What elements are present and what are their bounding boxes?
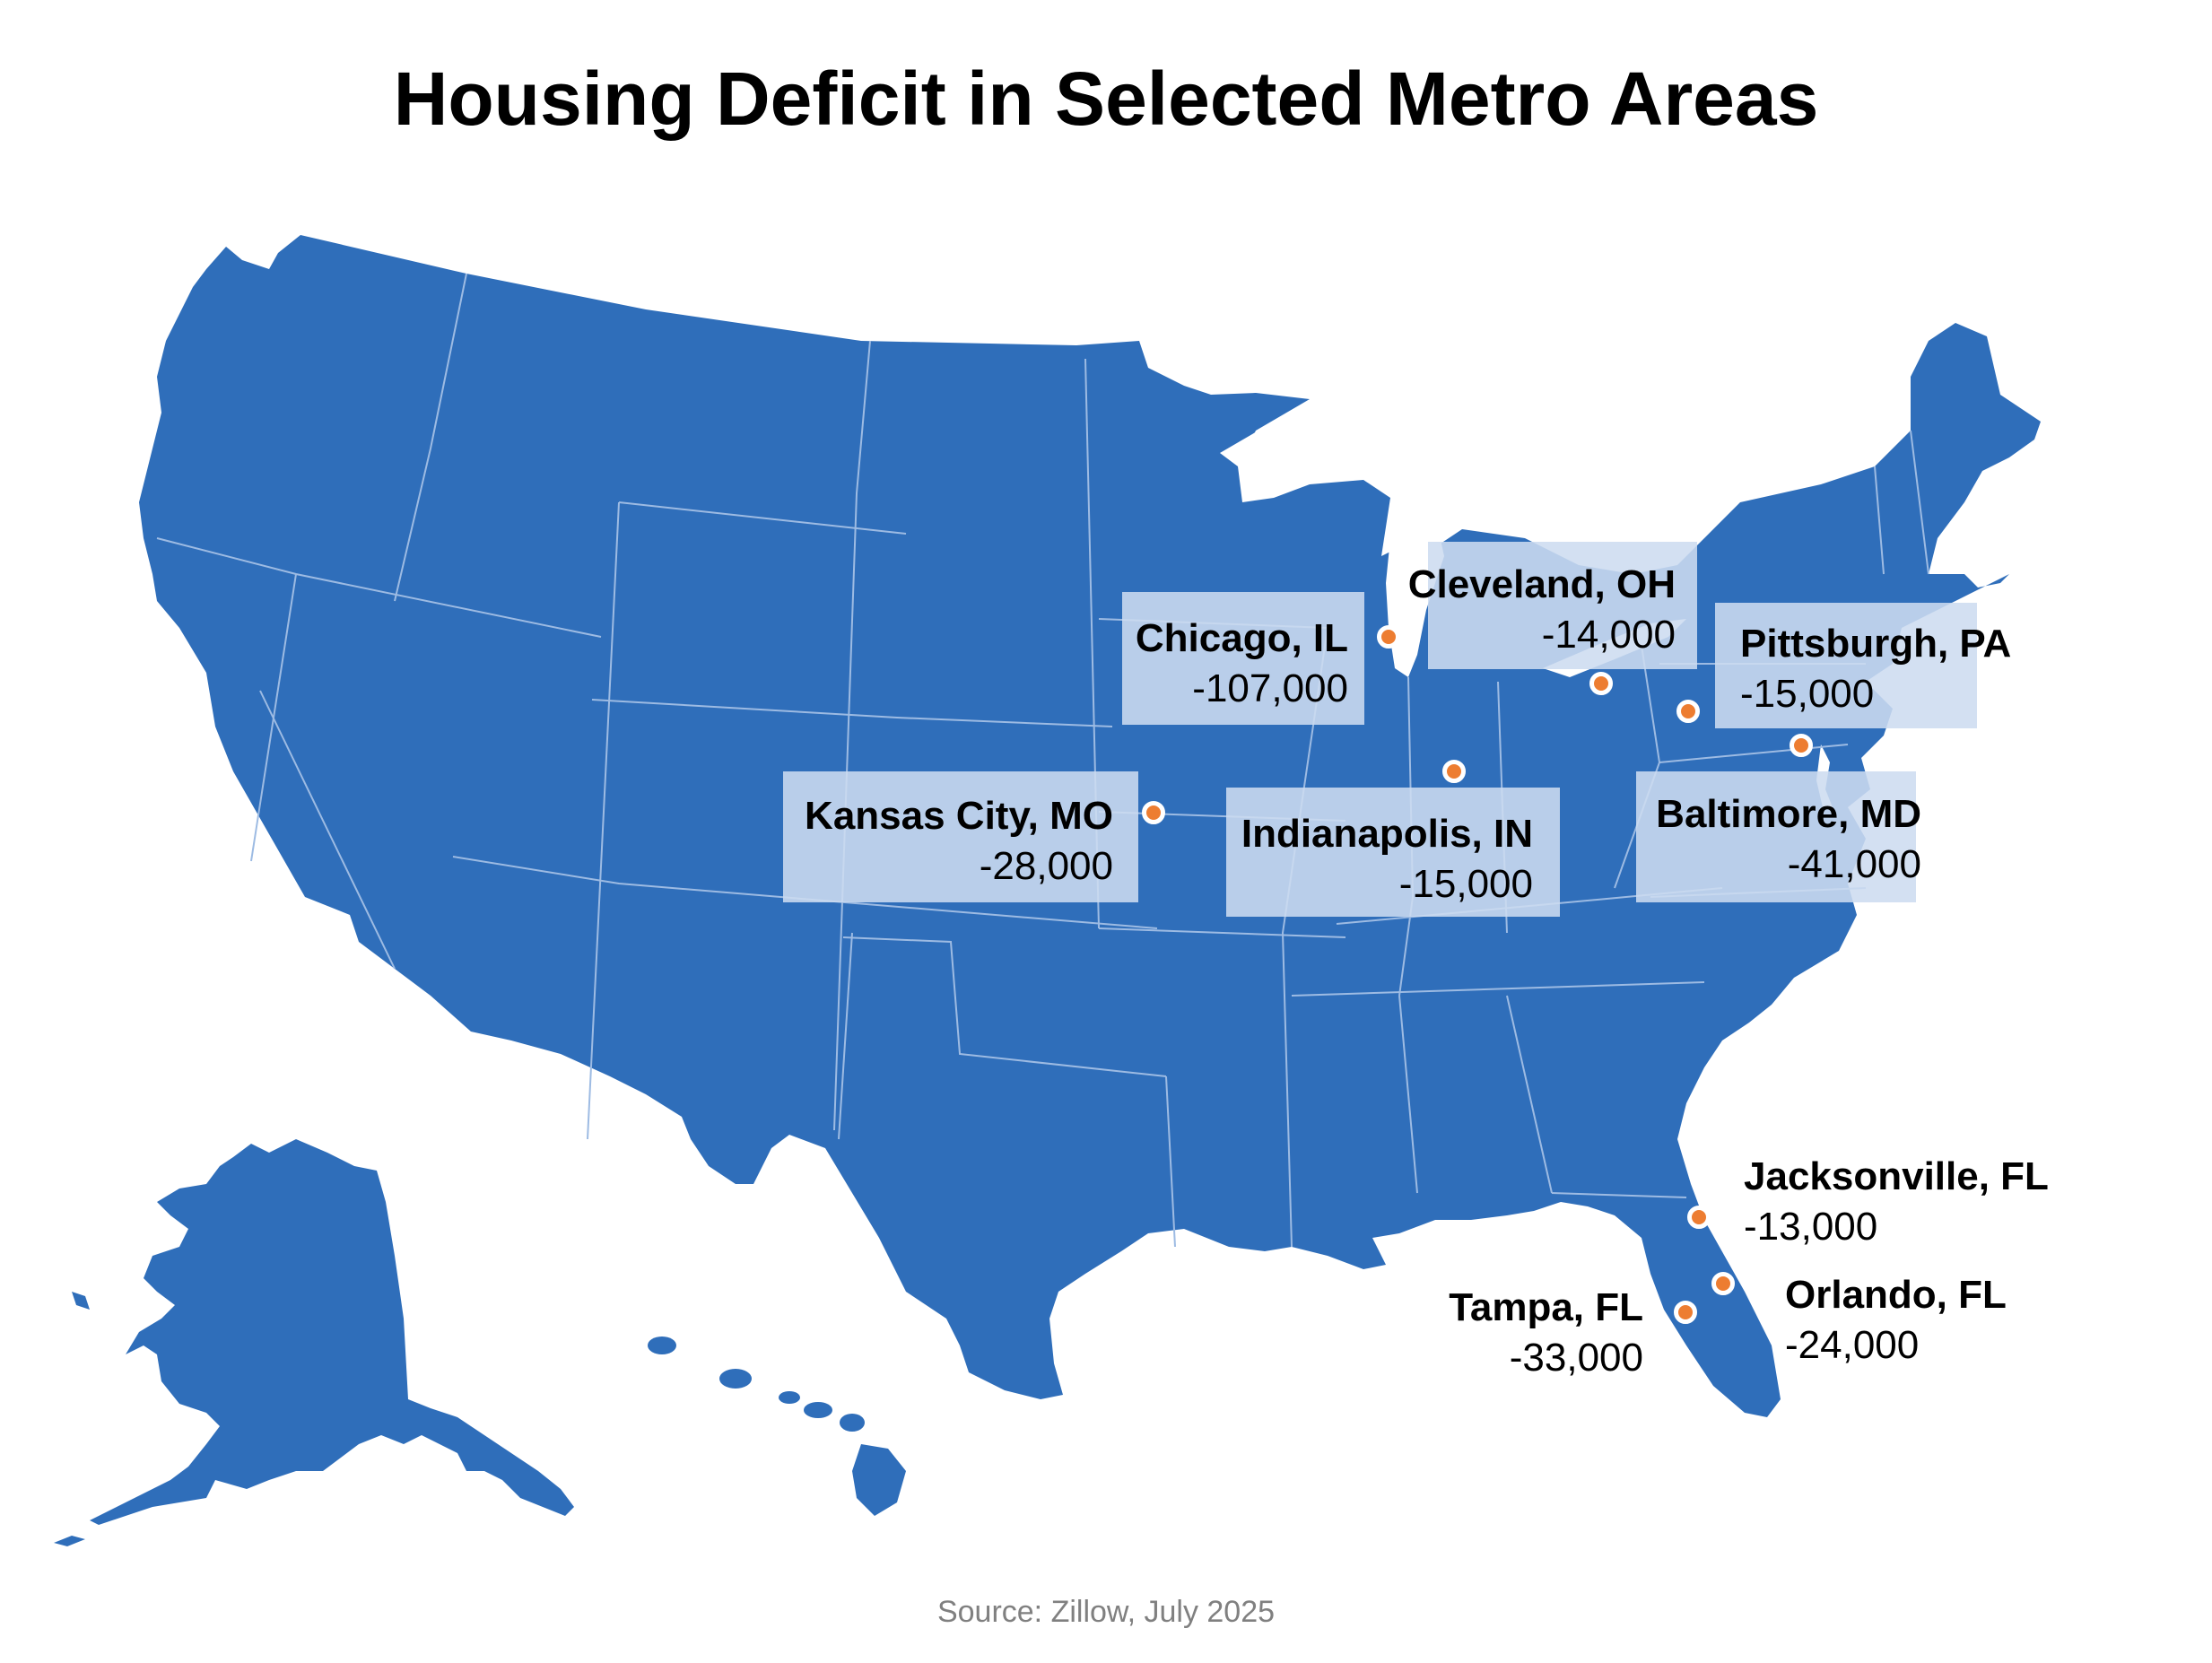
baltimore-label: Baltimore, MD -41,000	[1636, 789, 1921, 890]
metro-city: Cleveland, OH	[1407, 562, 1676, 606]
jacksonville-marker	[1687, 1206, 1711, 1229]
chicago-label: Chicago, IL -107,000	[1122, 614, 1348, 714]
lake-superior	[1220, 408, 1310, 466]
metro-value: -33,000	[1509, 1336, 1643, 1380]
metro-value: -14,000	[1541, 613, 1676, 657]
map-title: Housing Deficit in Selected Metro Areas	[393, 57, 1819, 141]
baltimore-label-box	[1636, 771, 1916, 902]
pittsburgh-label-box	[1715, 603, 1977, 728]
indianapolis-label: Indianapolis, IN -15,000	[1226, 809, 1533, 910]
tampa-label: Tampa, FL -33,000	[1399, 1283, 1643, 1383]
metro-value: -15,000	[1740, 672, 1875, 716]
pittsburgh-label: Pittsburgh, PA -15,000	[1740, 619, 2011, 719]
orlando-label: Orlando, FL -24,000	[1785, 1270, 2007, 1371]
kansas-city-label-box	[783, 771, 1138, 902]
metro-value: -13,000	[1744, 1205, 1878, 1249]
metro-value: -107,000	[1192, 666, 1348, 710]
indianapolis-label-box	[1226, 788, 1560, 917]
aleutian-islands	[54, 1292, 90, 1546]
cleveland-label-box	[1428, 542, 1697, 669]
metro-value: -41,000	[1787, 842, 1921, 886]
jacksonville-label: Jacksonville, FL -13,000	[1744, 1152, 2049, 1252]
tampa-marker	[1674, 1301, 1697, 1324]
kansas-city-marker	[1142, 801, 1165, 824]
orlando-marker	[1711, 1272, 1735, 1295]
cleveland-marker	[1589, 672, 1613, 695]
metro-value: -15,000	[1398, 862, 1533, 906]
metro-city: Baltimore, MD	[1656, 792, 1921, 836]
metro-value: -28,000	[979, 844, 1113, 888]
metro-city: Kansas City, MO	[805, 794, 1113, 838]
chicago-label-box	[1122, 592, 1364, 725]
kansas-city-label: Kansas City, MO -28,000	[783, 791, 1113, 892]
metro-city: Pittsburgh, PA	[1740, 622, 2012, 666]
hawaii-islands	[648, 1336, 906, 1516]
metro-city: Indianapolis, IN	[1241, 812, 1533, 856]
metro-city: Tampa, FL	[1449, 1285, 1643, 1329]
metro-city: Orlando, FL	[1785, 1273, 2007, 1317]
metro-city: Jacksonville, FL	[1744, 1154, 2049, 1198]
metro-value: -24,000	[1785, 1323, 1920, 1367]
cleveland-label: Cleveland, OH -14,000	[1399, 560, 1676, 660]
source-note: Source: Zillow, July 2025	[936, 1595, 1276, 1629]
pittsburgh-marker	[1676, 700, 1700, 723]
metro-city: Chicago, IL	[1135, 616, 1348, 660]
indianapolis-marker	[1442, 760, 1466, 783]
baltimore-marker	[1790, 734, 1813, 757]
alaska-landmass	[90, 1139, 574, 1525]
chicago-marker	[1377, 625, 1400, 649]
